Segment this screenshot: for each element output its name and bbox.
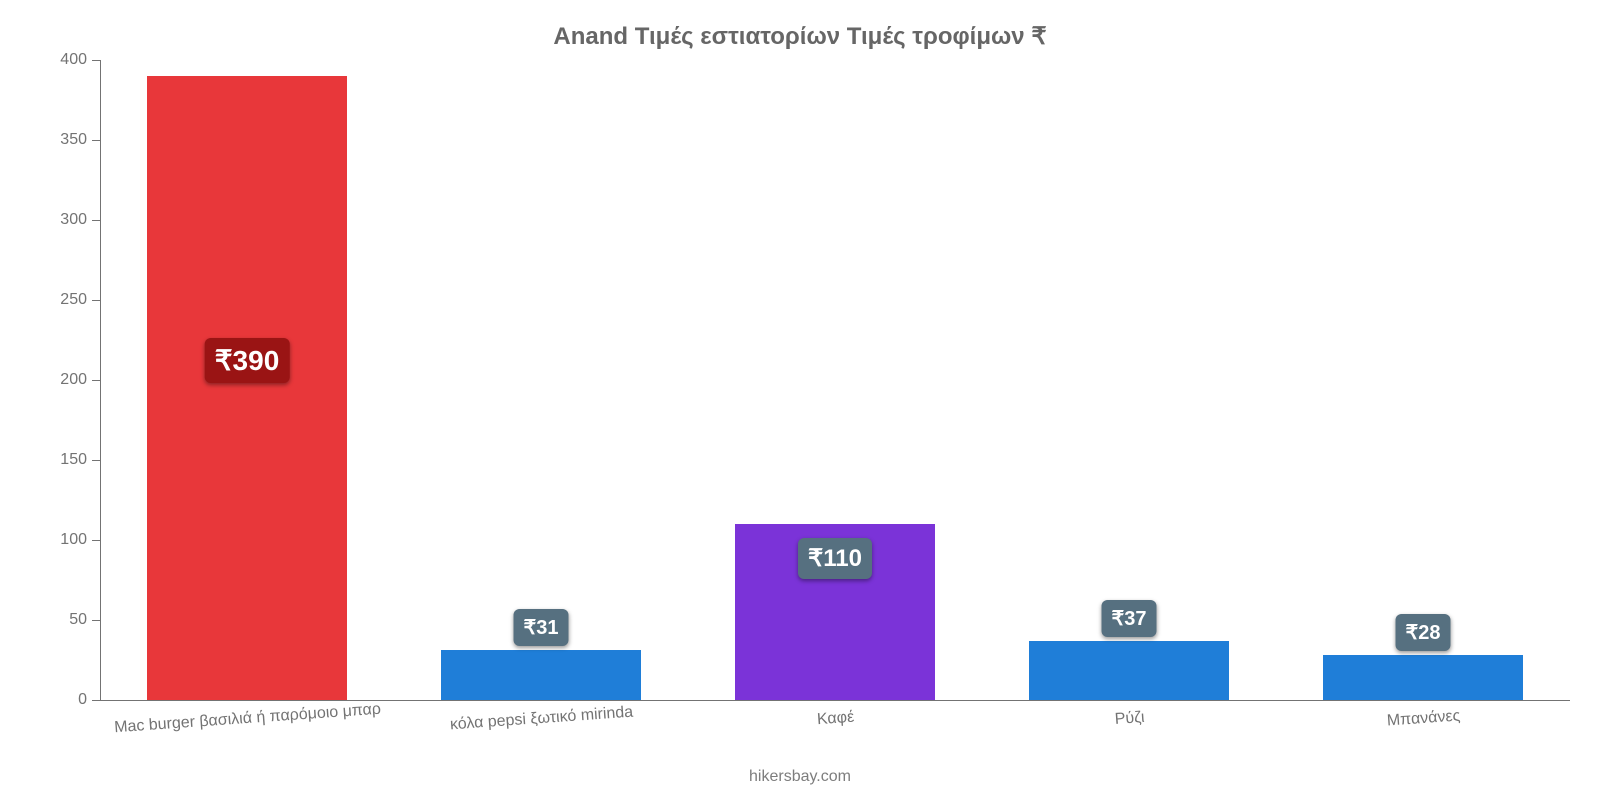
x-axis-label: Mac burger βασιλιά ή παρόμοιο μπαρ	[100, 700, 395, 738]
y-tick-label: 100	[42, 531, 87, 549]
bar: ₹110	[735, 524, 935, 700]
y-tick	[92, 460, 100, 461]
y-tick-label: 0	[42, 691, 87, 709]
y-tick-label: 300	[42, 211, 87, 229]
plot-area: ₹390₹31₹110₹37₹28 0501001502002503003504…	[100, 60, 1570, 700]
value-label: ₹110	[798, 538, 872, 579]
x-axis-label: Ρύζι	[982, 700, 1277, 738]
y-tick-label: 400	[42, 51, 87, 69]
bar-slot: ₹31	[394, 60, 688, 700]
x-axis-label: Μπανάνες	[1276, 700, 1571, 738]
y-tick	[92, 700, 100, 701]
y-tick	[92, 540, 100, 541]
value-label: ₹37	[1102, 600, 1157, 637]
bar-slot: ₹390	[100, 60, 394, 700]
value-label: ₹28	[1396, 614, 1451, 651]
bar-slot: ₹37	[982, 60, 1276, 700]
y-tick-label: 250	[42, 291, 87, 309]
bar-slot: ₹110	[688, 60, 982, 700]
bars-group: ₹390 ₹31 ₹110 ₹37 ₹28	[100, 60, 1570, 700]
y-tick-label: 150	[42, 451, 87, 469]
source-attribution: hikersbay.com	[0, 768, 1600, 786]
x-axis-line	[100, 700, 1570, 701]
chart-title: Anand Τιμές εστιατορίων Τιμές τροφίμων ₹	[0, 22, 1600, 51]
y-tick-label: 350	[42, 131, 87, 149]
bar: ₹31	[441, 650, 641, 700]
x-axis-labels: Mac burger βασιλιά ή παρόμοιο μπαρκόλα p…	[100, 710, 1570, 728]
y-tick	[92, 140, 100, 141]
value-label: ₹31	[514, 609, 569, 646]
y-tick-label: 50	[42, 611, 87, 629]
bar: ₹390	[147, 76, 347, 700]
x-axis-label: κόλα pepsi ξωτικό mirinda	[394, 700, 689, 738]
x-axis-label: Καφέ	[688, 700, 983, 738]
chart-container: Anand Τιμές εστιατορίων Τιμές τροφίμων ₹…	[0, 0, 1600, 800]
y-tick	[92, 300, 100, 301]
bar-slot: ₹28	[1276, 60, 1570, 700]
y-tick	[92, 380, 100, 381]
y-axis-line	[100, 60, 101, 700]
y-tick	[92, 220, 100, 221]
bar: ₹28	[1323, 655, 1523, 700]
y-tick-label: 200	[42, 371, 87, 389]
value-label: ₹390	[205, 338, 290, 383]
y-tick	[92, 60, 100, 61]
y-tick	[92, 620, 100, 621]
bar: ₹37	[1029, 641, 1229, 700]
